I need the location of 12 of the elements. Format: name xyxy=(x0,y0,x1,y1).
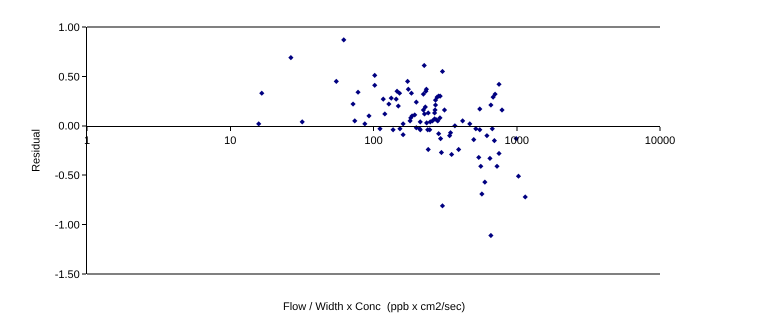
y-tick-label: 0.00 xyxy=(58,120,80,133)
y-tick-label: 1.00 xyxy=(58,22,80,34)
y-axis-title: Residual xyxy=(30,129,42,172)
y-tick-label: -1.50 xyxy=(54,268,80,281)
x-tick-label: 10 xyxy=(224,135,236,147)
x-axis-title: Flow / Width x Conc (ppb x cm2/sec) xyxy=(283,301,466,313)
y-tick-label: -0.50 xyxy=(54,170,80,182)
x-tick-label: 10000 xyxy=(644,135,676,147)
x-tick-label: 100 xyxy=(364,135,383,147)
y-tick-label: 0.50 xyxy=(58,71,80,84)
y-tick-label: -1.00 xyxy=(54,219,80,232)
x-tick-label: 1000 xyxy=(504,135,529,147)
